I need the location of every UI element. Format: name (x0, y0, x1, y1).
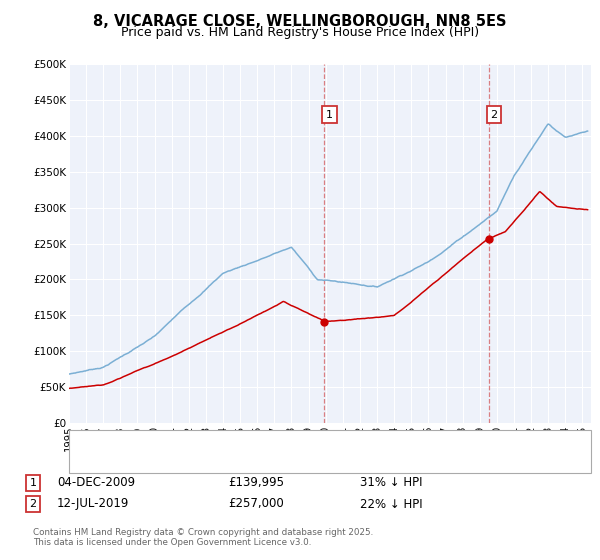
Text: —: — (76, 450, 92, 465)
Text: 2: 2 (29, 499, 37, 509)
Text: 2: 2 (490, 110, 497, 120)
Text: 8, VICARAGE CLOSE, WELLINGBOROUGH, NN8 5ES: 8, VICARAGE CLOSE, WELLINGBOROUGH, NN8 5… (93, 14, 507, 29)
Text: 31% ↓ HPI: 31% ↓ HPI (360, 476, 422, 489)
Text: 12-JUL-2019: 12-JUL-2019 (57, 497, 130, 511)
Text: Contains HM Land Registry data © Crown copyright and database right 2025.
This d: Contains HM Land Registry data © Crown c… (33, 528, 373, 547)
Text: HPI: Average price, detached house, North Northamptonshire: HPI: Average price, detached house, Nort… (96, 452, 432, 462)
Text: 8, VICARAGE CLOSE, WELLINGBOROUGH, NN8 5ES (detached house): 8, VICARAGE CLOSE, WELLINGBOROUGH, NN8 5… (96, 434, 472, 444)
Text: 1: 1 (326, 110, 333, 120)
Text: 22% ↓ HPI: 22% ↓ HPI (360, 497, 422, 511)
Text: £257,000: £257,000 (228, 497, 284, 511)
Text: £139,995: £139,995 (228, 476, 284, 489)
Text: Price paid vs. HM Land Registry's House Price Index (HPI): Price paid vs. HM Land Registry's House … (121, 26, 479, 39)
Text: —: — (76, 431, 92, 446)
Text: 1: 1 (29, 478, 37, 488)
Text: 04-DEC-2009: 04-DEC-2009 (57, 476, 135, 489)
